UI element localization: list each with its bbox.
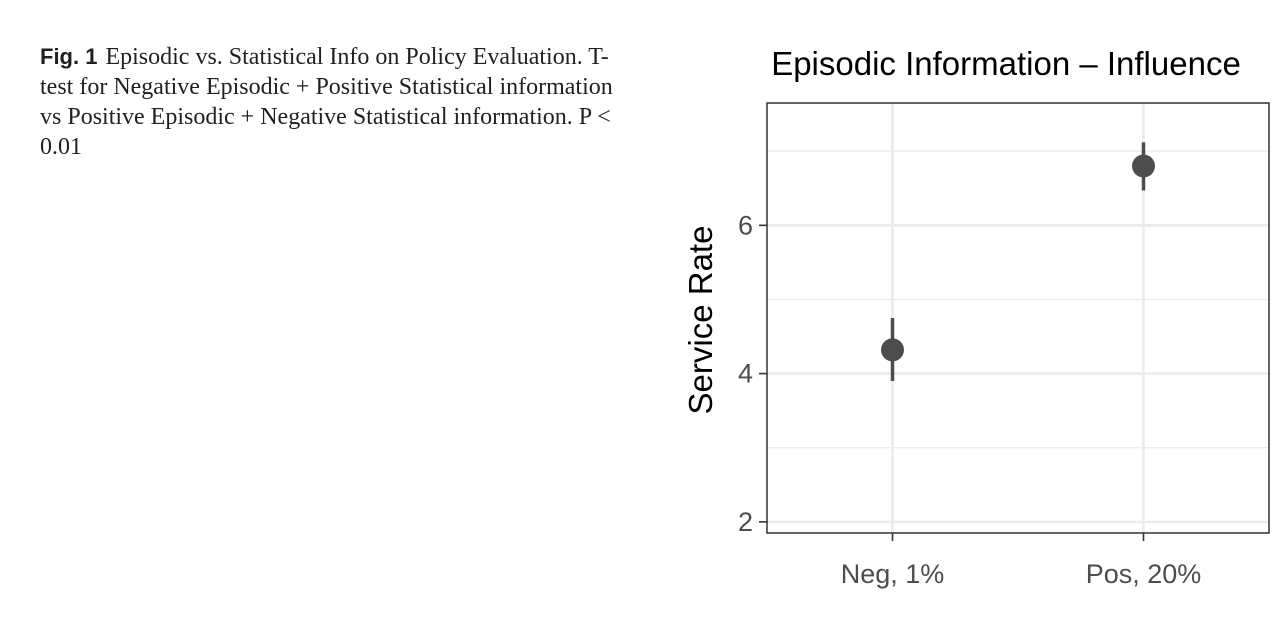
x-tick-label: Neg, 1% bbox=[841, 559, 945, 589]
figure-caption: Fig. 1 Episodic vs. Statistical Info on P… bbox=[40, 42, 640, 162]
y-tick-label: 2 bbox=[738, 507, 753, 537]
y-tick-label: 6 bbox=[738, 210, 753, 240]
panel-border bbox=[766, 102, 1270, 534]
figure-label: Fig. 1 bbox=[40, 44, 98, 69]
figure-caption-text: Episodic vs. Statistical Info on Policy … bbox=[40, 44, 613, 160]
chart-title: Episodic Information – Influence bbox=[771, 45, 1241, 82]
service-rate-chart: Episodic Information – Influence Service… bbox=[640, 0, 1288, 632]
x-tick-label: Pos, 20% bbox=[1086, 559, 1202, 589]
ticks-layer: 2 4 6 Neg, 1% Pos, 20% bbox=[738, 210, 1201, 589]
marks-layer bbox=[881, 142, 1155, 382]
y-axis-label: Service Rate bbox=[682, 226, 719, 415]
data-point bbox=[881, 338, 904, 362]
chart-svg: Episodic Information – Influence Service… bbox=[682, 45, 1270, 589]
grid-layer bbox=[767, 103, 1269, 533]
data-point bbox=[1132, 154, 1155, 178]
y-tick-label: 4 bbox=[738, 359, 753, 389]
